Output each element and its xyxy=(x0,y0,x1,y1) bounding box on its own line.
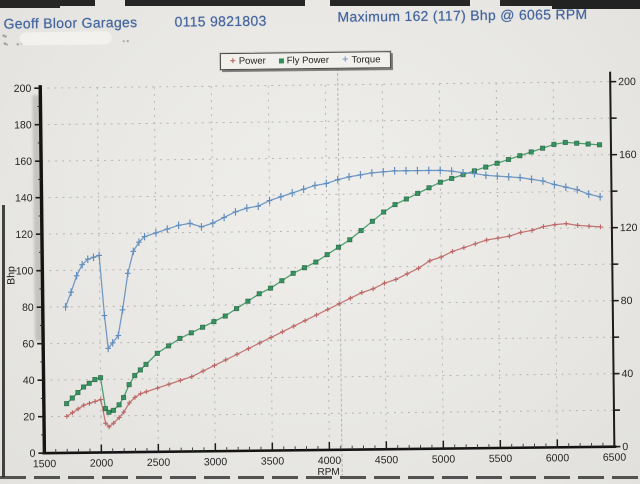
svg-text:100: 100 xyxy=(16,265,34,277)
chart-legend: + Power Fly Power + Torque xyxy=(220,51,391,70)
svg-text:1500: 1500 xyxy=(33,458,57,470)
svg-text:5500: 5500 xyxy=(489,453,513,465)
scan-artifact-left-edge xyxy=(2,205,5,477)
svg-text:180: 180 xyxy=(14,119,32,131)
svg-text:6500: 6500 xyxy=(603,452,627,464)
legend-label-fly-power: Fly Power xyxy=(287,55,329,66)
svg-text:3500: 3500 xyxy=(261,455,285,467)
svg-text:160: 160 xyxy=(619,149,637,161)
svg-text:120: 120 xyxy=(620,222,638,234)
svg-text:4500: 4500 xyxy=(375,454,399,466)
svg-text:40: 40 xyxy=(621,368,633,380)
svg-text:160: 160 xyxy=(14,156,32,168)
svg-text:2000: 2000 xyxy=(90,457,114,469)
svg-text:4000: 4000 xyxy=(318,455,342,467)
svg-text:3000: 3000 xyxy=(204,456,228,468)
torque-marker-icon: + xyxy=(342,55,349,66)
svg-text:60: 60 xyxy=(22,338,34,350)
scan-artifact-bottom-edge xyxy=(0,476,640,479)
svg-text:5000: 5000 xyxy=(432,453,456,465)
legend-item-power: + Power xyxy=(230,56,266,67)
svg-text:120: 120 xyxy=(15,229,33,241)
business-name: Geoff Bloor Garages xyxy=(3,14,137,32)
fly-power-marker-icon xyxy=(279,58,284,63)
legend-label-torque: Torque xyxy=(351,54,380,65)
power-marker-icon: + xyxy=(230,56,236,66)
svg-text:6000: 6000 xyxy=(546,452,570,464)
legend-item-fly-power: Fly Power xyxy=(279,55,329,67)
svg-text:140: 140 xyxy=(15,192,33,204)
legend-label-power: Power xyxy=(239,56,266,67)
svg-text:80: 80 xyxy=(22,302,34,314)
svg-text:20: 20 xyxy=(23,411,35,423)
scan-artifact-top-edge xyxy=(0,0,640,6)
phone-number: 0115 9821803 xyxy=(174,13,266,30)
svg-text:40: 40 xyxy=(23,375,35,387)
y-axis-title: Bhp xyxy=(5,255,17,295)
svg-text:200: 200 xyxy=(618,76,636,88)
svg-text:80: 80 xyxy=(621,295,633,307)
svg-text:2500: 2500 xyxy=(147,457,171,469)
legend-item-torque: + Torque xyxy=(342,54,381,65)
svg-text:200: 200 xyxy=(14,83,32,95)
max-power-reading: Maximum 162 (117) Bhp @ 6065 RPM xyxy=(337,6,587,25)
